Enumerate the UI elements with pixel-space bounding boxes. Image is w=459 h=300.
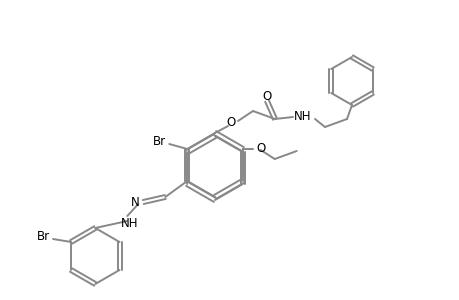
Text: Br: Br	[36, 230, 50, 244]
Text: O: O	[262, 89, 271, 103]
Text: Br: Br	[152, 134, 166, 148]
Text: O: O	[226, 116, 235, 130]
Text: NH: NH	[120, 218, 138, 230]
Text: NH: NH	[294, 110, 311, 124]
Text: O: O	[256, 142, 265, 155]
Text: N: N	[130, 196, 139, 209]
